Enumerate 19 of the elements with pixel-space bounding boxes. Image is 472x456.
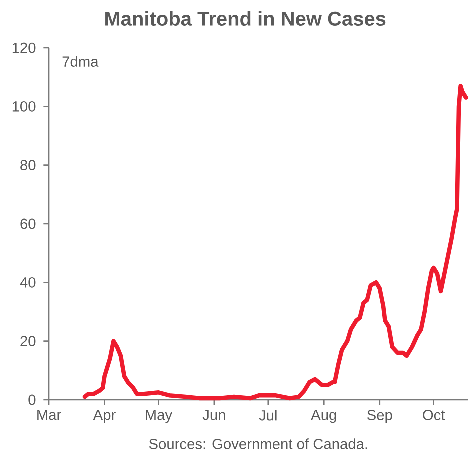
x-tick-label: Oct xyxy=(423,410,446,420)
source-note: Sources: Government of Canada. xyxy=(149,438,368,450)
x-tick-label: May xyxy=(146,410,173,424)
line-series xyxy=(82,84,468,401)
y-tick-label: 20 xyxy=(20,336,36,347)
y-tick-label: 0 xyxy=(28,394,36,406)
chart-title: Manitoba Trend in New Cases xyxy=(106,11,386,26)
x-tick-label: Jul xyxy=(259,410,277,421)
annotation: 7dma xyxy=(62,56,99,67)
x-tick-label: Aug xyxy=(311,410,336,424)
y-tick-label: 40 xyxy=(20,277,36,288)
x-tick-label: Mar xyxy=(38,410,62,420)
y-tick-label: 60 xyxy=(20,218,36,230)
y-tick-label: 100 xyxy=(12,101,36,112)
x-tick-label: Sep xyxy=(368,410,392,424)
y-tick-label: 120 xyxy=(12,42,36,54)
x-tick-label: Jun xyxy=(202,410,226,420)
y-tick-label: 80 xyxy=(20,160,36,171)
x-tick-label: Apr xyxy=(93,410,116,424)
